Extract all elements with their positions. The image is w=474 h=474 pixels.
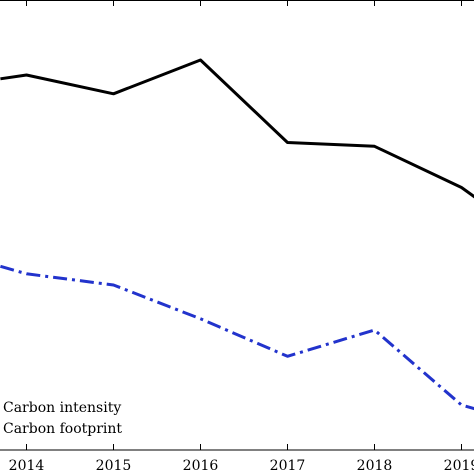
legend: Carbon intensity Carbon footprint [3,400,122,437]
series-line-carbon-footprint [0,264,474,411]
legend-label-carbon-intensity: Carbon intensity [3,400,121,416]
legend-label-carbon-footprint: Carbon footprint [3,421,122,437]
x-tick-label-2019: 2019 [444,458,474,474]
x-tick-label-2018: 2018 [357,458,393,474]
x-tick-label-2017: 2017 [270,458,306,474]
x-tick-label-2014: 2014 [9,458,45,474]
x-tick-label-2016: 2016 [183,458,219,474]
x-tick-label-2015: 2015 [96,458,132,474]
series-layer [0,58,474,411]
series-line-carbon-intensity [0,58,474,199]
